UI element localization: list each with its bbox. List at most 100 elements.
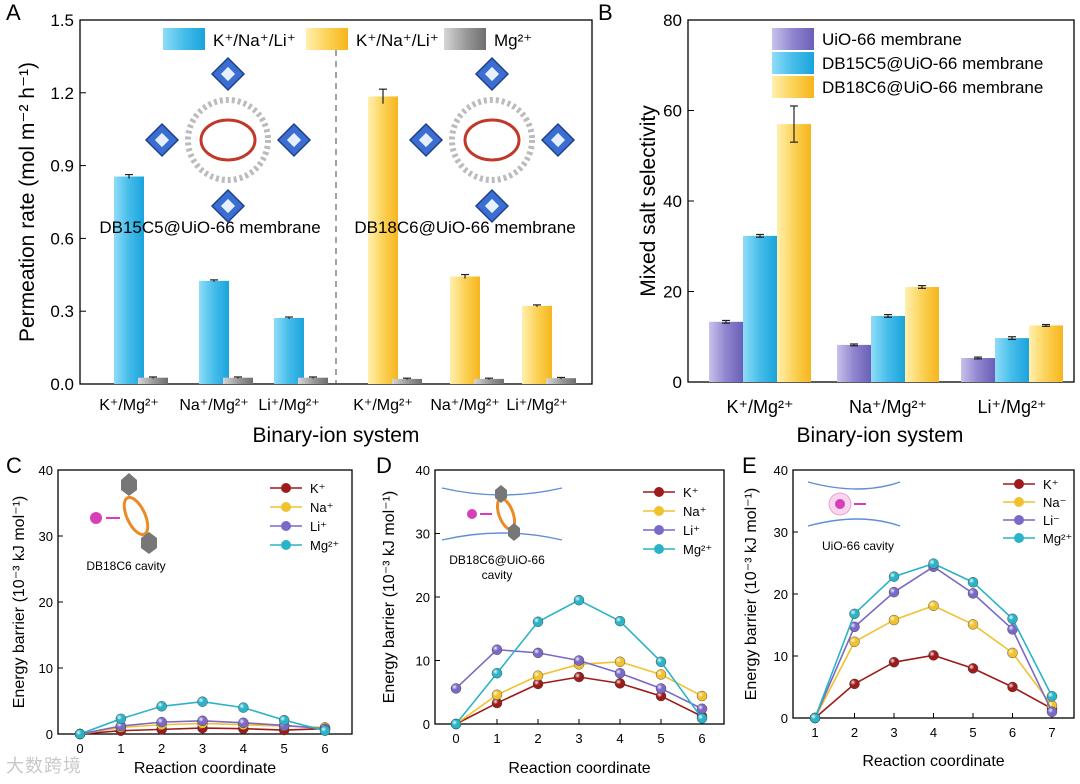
- x-tick-label-c: 2: [158, 741, 165, 756]
- y-tick-label-c: 20: [39, 595, 53, 610]
- legend-marker-d: [654, 487, 664, 497]
- data-point-highlight-d: [533, 678, 543, 689]
- bar-b: [709, 321, 743, 382]
- data-point-highlight-d: [492, 689, 502, 700]
- y-tick-label-e: 30: [774, 525, 788, 540]
- legend-swatch-b: [772, 52, 814, 74]
- bar-b: [837, 344, 871, 382]
- group-label-a: DB15C5@UiO-66 membrane: [99, 218, 320, 237]
- inset-label-d: cavity: [482, 568, 513, 582]
- bar-b: [995, 338, 1029, 382]
- y-tick-label-a: 0.9: [50, 157, 74, 176]
- panel-letter-d: D: [376, 453, 392, 478]
- data-point-highlight-d: [492, 668, 502, 679]
- legend-label-e: K⁺: [1043, 477, 1059, 492]
- bar-a: [199, 280, 229, 384]
- y-axis-title-e: Energy barrier (10⁻³ kJ mol⁻¹): [743, 488, 760, 701]
- x-tick-label-c: 3: [199, 741, 206, 756]
- data-point-highlight-c: [320, 725, 330, 736]
- legend-label-d: Na⁺: [683, 504, 706, 519]
- legend-swatch-b: [772, 76, 814, 98]
- y-tick-label-e: 20: [774, 587, 788, 602]
- x-tick-label-c: 6: [321, 741, 328, 756]
- y-tick-label-c: 10: [39, 661, 53, 676]
- y-tick-label-d: 30: [416, 527, 430, 542]
- x-tick-label-c: 0: [76, 741, 83, 756]
- data-point-highlight-e: [928, 600, 939, 611]
- data-point-highlight-e: [849, 678, 860, 689]
- data-point-highlight-e: [1007, 647, 1018, 658]
- y-tick-label-d: 20: [416, 590, 430, 605]
- zr-cluster-core: [550, 132, 566, 148]
- legend-label-e: Mg²⁺: [1043, 531, 1072, 546]
- legend-label-e: Li⁻: [1043, 513, 1060, 528]
- y-tick-label-d: 40: [416, 463, 430, 478]
- bar-a: [522, 305, 552, 384]
- data-point-highlight-d: [697, 691, 707, 702]
- group-label-a: DB18C6@UiO-66 membrane: [354, 218, 575, 237]
- zr-cluster-core: [286, 132, 302, 148]
- y-tick-label-a: 0.6: [50, 229, 74, 248]
- panel-letter-b: B: [598, 0, 613, 25]
- x-tick-label-e: 3: [890, 725, 897, 740]
- y-tick-label-a: 1.2: [50, 84, 74, 103]
- x-tick-label-d: 4: [616, 731, 623, 746]
- x-tick-label-d: 0: [452, 731, 459, 746]
- data-point-highlight-d: [533, 670, 543, 681]
- legend-label-a: Mg²⁺: [494, 31, 532, 50]
- legend-swatch-a: [163, 28, 205, 50]
- data-point-highlight-d: [615, 656, 625, 667]
- panel-letter-a: A: [6, 0, 21, 25]
- legend-marker-c: [281, 521, 291, 531]
- inset-label-c: DB18C6 cavity: [86, 559, 165, 573]
- legend-label-a: K⁺/Na⁺/Li⁺: [356, 31, 439, 50]
- legend-swatch-b: [772, 28, 814, 50]
- legend-marker-c: [281, 483, 291, 493]
- x-tick-label-e: 2: [851, 725, 858, 740]
- data-point-highlight-e: [968, 588, 978, 599]
- data-point-highlight-d: [574, 672, 584, 683]
- data-point-highlight-e: [889, 615, 899, 626]
- bar-a: [114, 176, 144, 384]
- x-tick-label-b: Li⁺/Mg²⁺: [977, 397, 1046, 417]
- linker-ring: [185, 97, 271, 183]
- x-tick-label-e: 1: [811, 725, 818, 740]
- data-point-highlight-e: [1007, 624, 1018, 635]
- legend-label-b: DB18C6@UiO-66 membrane: [822, 78, 1043, 97]
- bar-b: [1029, 325, 1063, 382]
- x-tick-label-d: 6: [698, 731, 705, 746]
- x-tick-label-a: Li⁺/Mg²⁺: [258, 397, 319, 414]
- data-point-highlight-e: [928, 650, 939, 661]
- inset-label-e: UiO-66 cavity: [822, 539, 894, 553]
- x-axis-title-a: Binary-ion system: [253, 424, 420, 447]
- data-point-highlight-d: [492, 644, 502, 655]
- data-point-highlight-d: [533, 616, 543, 627]
- x-tick-label-a: K⁺/Mg²⁺: [99, 397, 159, 414]
- data-point-highlight-c: [279, 715, 290, 726]
- bar-a: [546, 378, 576, 384]
- data-point-highlight-d: [615, 678, 625, 689]
- crown-ether-icon: [122, 495, 150, 537]
- data-point-highlight-d: [492, 698, 502, 709]
- x-tick-label-a: Na⁺/Mg²⁺: [430, 397, 499, 414]
- x-tick-label-c: 4: [240, 741, 247, 756]
- bar-b: [905, 286, 939, 382]
- y-tick-label-c: 30: [39, 529, 53, 544]
- data-point-highlight-e: [889, 587, 899, 598]
- benzene-icon: [495, 485, 507, 503]
- y-tick-label-d: 10: [416, 654, 430, 669]
- data-point-highlight-c: [75, 729, 85, 739]
- plot-frame-c: [57, 469, 353, 735]
- y-tick-label-d: 0: [423, 717, 430, 732]
- data-point-highlight-e: [1007, 682, 1018, 692]
- x-tick-label-c: 1: [117, 741, 124, 756]
- data-point-highlight-e: [1047, 706, 1057, 717]
- linker-ring: [449, 97, 535, 183]
- legend-label-c: Mg²⁺: [310, 538, 339, 553]
- inset-label-d: DB18C6@UiO-66: [449, 553, 545, 567]
- legend-label-b: UiO-66 membrane: [822, 30, 962, 49]
- data-point-highlight-d: [451, 683, 461, 694]
- data-point-highlight-e: [889, 657, 899, 668]
- bar-b: [743, 235, 777, 382]
- legend-label-c: Na⁺: [310, 500, 333, 515]
